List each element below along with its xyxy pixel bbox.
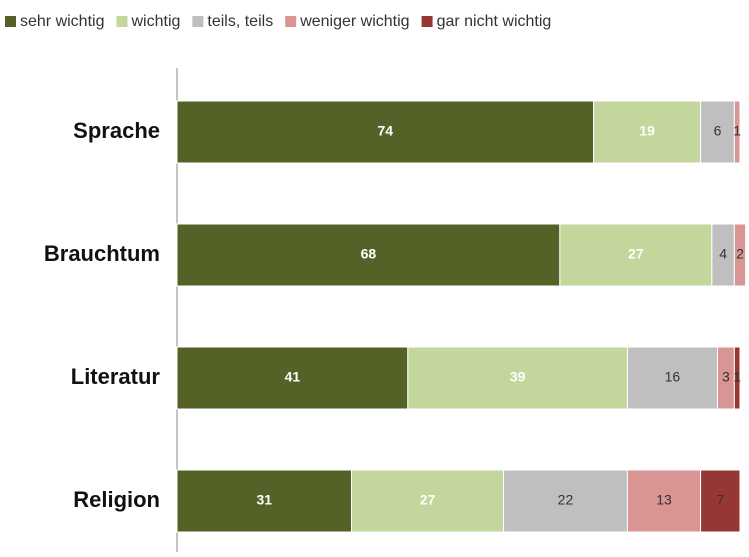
data-label: 39 (510, 369, 526, 385)
bar-segment (700, 100, 735, 164)
legend-swatch (5, 16, 16, 27)
legend-label: sehr wichtig (20, 13, 104, 30)
bar-segment (593, 100, 702, 164)
bar-segment (176, 346, 409, 410)
bar-segment (559, 223, 713, 287)
data-label: 27 (628, 246, 644, 262)
bar-segment (733, 346, 741, 410)
data-label: 19 (639, 123, 655, 139)
data-label: 4 (719, 246, 727, 262)
category-label: Brauchtum (44, 241, 160, 266)
legend-swatch (116, 16, 128, 27)
legend-label: gar nicht wichtig (437, 13, 552, 30)
category-label: Sprache (73, 118, 160, 143)
bar-segment (351, 469, 505, 533)
legend-swatch (421, 16, 433, 27)
legend-label: weniger wichtig (299, 13, 409, 30)
data-label: 22 (558, 492, 574, 508)
data-label: 2 (736, 246, 744, 262)
bar-segment (733, 223, 747, 287)
bar-segment (176, 469, 353, 533)
data-label: 68 (361, 246, 377, 262)
bar-segment (700, 469, 741, 533)
bar-segment (176, 100, 595, 164)
data-label: 1 (733, 369, 741, 385)
data-label: 7 (716, 492, 724, 508)
data-label: 74 (378, 123, 394, 139)
data-label: 13 (656, 492, 672, 508)
bar-segment (626, 346, 718, 410)
legend-label: wichtig (130, 13, 180, 30)
data-label: 3 (722, 369, 730, 385)
data-label: 27 (420, 492, 436, 508)
bar-segment (503, 469, 628, 533)
category-label: Religion (73, 487, 160, 512)
legend-swatch (192, 16, 204, 27)
data-label: 6 (714, 123, 722, 139)
bar-segment (407, 346, 628, 410)
data-label: 1 (733, 123, 741, 139)
legend-swatch (285, 16, 297, 27)
category-label: Literatur (71, 364, 161, 389)
data-label: 41 (285, 369, 301, 385)
bar-segment (733, 100, 741, 164)
bar-segment (626, 469, 702, 533)
data-label: 31 (256, 492, 272, 508)
legend-label: teils, teils (207, 13, 273, 30)
data-label: 16 (665, 369, 681, 385)
bar-segment (176, 223, 561, 287)
